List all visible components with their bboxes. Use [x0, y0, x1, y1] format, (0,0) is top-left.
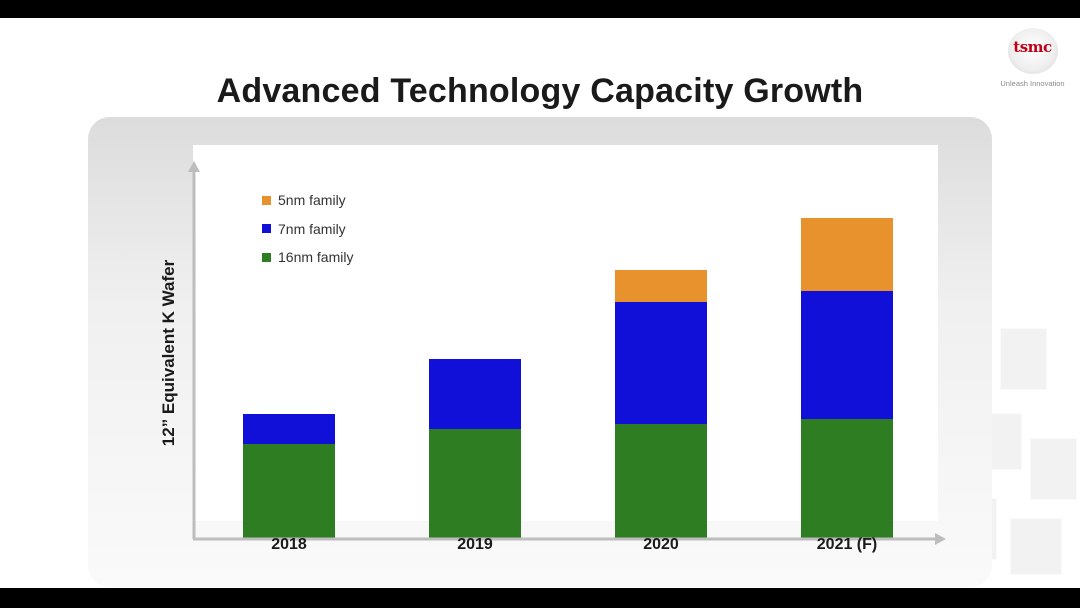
bar-5nm-2020 [615, 270, 707, 302]
legend-swatch-5nm [262, 195, 271, 205]
tsmc-logo: tsmc Unleash Innovation [985, 26, 1080, 88]
x-axis-arrowhead [935, 533, 946, 545]
slide-title: Advanced Technology Capacity Growth [216, 72, 864, 110]
bar-16nm-2021F [801, 419, 893, 539]
bar-16nm-2018 [243, 444, 335, 539]
legend-item-16nm: 16nm family [262, 243, 353, 272]
legend-item-7nm: 7nm family [262, 215, 353, 244]
legend-swatch-7nm [262, 224, 271, 234]
logo-globe-icon [1008, 28, 1058, 74]
y-axis-arrowhead [188, 161, 200, 172]
bar-5nm-2021F [801, 218, 893, 291]
legend-label-7nm: 7nm family [278, 220, 346, 237]
legend-label-16nm: 16nm family [278, 249, 354, 266]
bar-16nm-2020 [615, 424, 707, 539]
logo-text: tsmc [1013, 38, 1052, 56]
bar-7nm-2018 [243, 414, 335, 444]
x-tick-label: 2021 (F) [816, 536, 878, 553]
x-tick-label: 2020 [643, 536, 679, 553]
logo-tagline: Unleash Innovation [1000, 79, 1065, 88]
legend-swatch-16nm [262, 252, 271, 262]
bar-7nm-2021F [801, 291, 893, 419]
legend-label-5nm: 5nm family [278, 192, 346, 209]
legend: 5nm family 7nm family 16nm family [262, 186, 353, 272]
bar-16nm-2019 [429, 429, 521, 539]
x-tick-label: 2019 [457, 536, 493, 553]
x-tick-label: 2018 [271, 536, 307, 553]
legend-item-5nm: 5nm family [262, 186, 353, 215]
bar-7nm-2020 [615, 302, 707, 424]
bar-7nm-2019 [429, 359, 521, 429]
